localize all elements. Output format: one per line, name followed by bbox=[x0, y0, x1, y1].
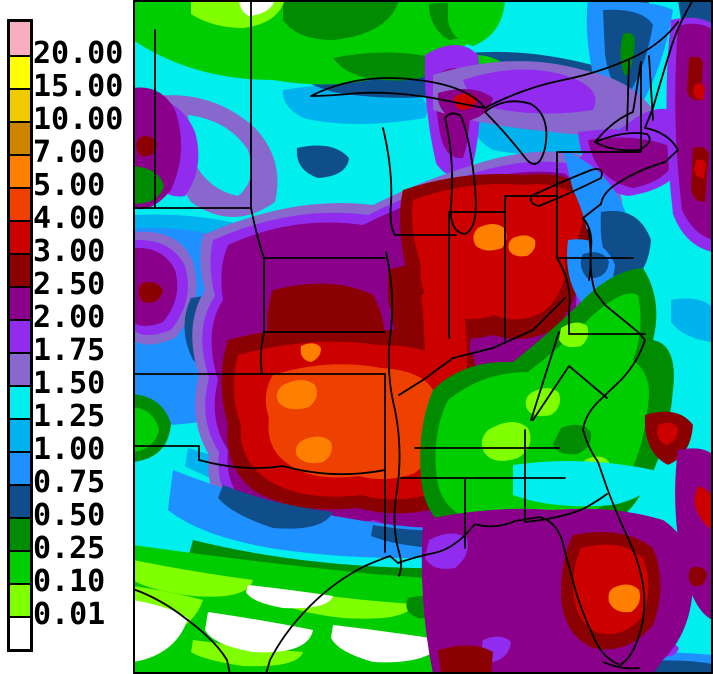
contour-band bbox=[191, 640, 303, 667]
legend-swatch-1.00 bbox=[10, 418, 30, 451]
region-texas-dry bbox=[246, 585, 333, 609]
legend-swatch-min bbox=[10, 616, 30, 649]
contour-band bbox=[694, 486, 713, 530]
state-borders-southeast bbox=[400, 331, 646, 549]
legend-swatch-2.00 bbox=[10, 286, 30, 319]
legend-label-10.00: 10.00 bbox=[33, 102, 124, 137]
contour-band bbox=[553, 424, 592, 455]
region-ohio-valley-3in bbox=[412, 184, 584, 320]
contour-band bbox=[300, 343, 321, 362]
map-frame bbox=[133, 0, 713, 674]
legend-swatch-5.00 bbox=[10, 154, 30, 187]
contour-band bbox=[283, 0, 399, 40]
contour-band bbox=[694, 159, 706, 178]
contour-band bbox=[239, 0, 275, 16]
rio-grande bbox=[133, 588, 231, 674]
contour-band bbox=[448, 0, 505, 46]
chesapeake-bay bbox=[587, 229, 592, 281]
legend-swatch-0.25 bbox=[10, 517, 30, 550]
contour-band bbox=[588, 137, 678, 188]
contour-band bbox=[513, 461, 654, 507]
legend-swatch-1.75 bbox=[10, 319, 30, 352]
region-oklahoma-4in bbox=[265, 364, 436, 480]
legend-label-5.00: 5.00 bbox=[33, 168, 106, 203]
region-texas-dry bbox=[133, 600, 188, 662]
legend-label-15.00: 15.00 bbox=[33, 69, 124, 104]
legend-swatch-1.50 bbox=[10, 352, 30, 385]
precip-map-svg bbox=[133, 0, 713, 674]
region-oklahoma-5in bbox=[295, 436, 332, 464]
contour-band bbox=[657, 422, 678, 445]
legend-swatch-0.75 bbox=[10, 451, 30, 484]
legend-label-0.01: 0.01 bbox=[33, 597, 106, 632]
contour-band bbox=[133, 560, 253, 597]
mississippi-river bbox=[385, 251, 402, 577]
contour-band bbox=[481, 421, 531, 461]
atlantic-gulf-coastline bbox=[265, 0, 694, 674]
legend-label-2.00: 2.00 bbox=[33, 300, 106, 335]
legend-scale bbox=[7, 19, 33, 652]
region-texas-dry bbox=[205, 612, 313, 653]
legend-swatch-7.00 bbox=[10, 121, 30, 154]
contour-band bbox=[620, 32, 635, 76]
ohio-river bbox=[398, 297, 566, 396]
legend-label-1.75: 1.75 bbox=[33, 333, 106, 368]
legend-label-20.00: 20.00 bbox=[33, 36, 124, 71]
contour-band bbox=[296, 145, 349, 178]
legend-label-0.50: 0.50 bbox=[33, 498, 106, 533]
map-canvas bbox=[133, 0, 713, 674]
legend-label-0.25: 0.25 bbox=[33, 531, 106, 566]
legend-swatch-2.50 bbox=[10, 253, 30, 286]
legend-label-0.10: 0.10 bbox=[33, 564, 106, 599]
contour-band bbox=[133, 407, 159, 452]
legend-swatch-0.50 bbox=[10, 484, 30, 517]
contour-band bbox=[133, 166, 164, 204]
region-gulf-dry bbox=[331, 625, 443, 663]
contour-band bbox=[218, 485, 333, 529]
contour-band bbox=[671, 298, 711, 342]
legend-label-0.75: 0.75 bbox=[33, 465, 106, 500]
legend-label-7.00: 7.00 bbox=[33, 135, 106, 170]
contour-band bbox=[438, 645, 493, 674]
legend-swatch-0.10 bbox=[10, 550, 30, 583]
contour-band bbox=[693, 83, 705, 100]
region-florida-5in bbox=[608, 584, 640, 613]
legend-swatch-3.00 bbox=[10, 220, 30, 253]
legend-label-1.25: 1.25 bbox=[33, 399, 106, 434]
contour-band bbox=[138, 282, 163, 303]
legend-swatch-10.00 bbox=[10, 88, 30, 121]
region-oklahoma-5in bbox=[276, 380, 317, 410]
great-lakes bbox=[310, 77, 651, 235]
legend-swatch-1.25 bbox=[10, 385, 30, 418]
legend-swatch-0.01 bbox=[10, 583, 30, 616]
region-ohio-5in bbox=[473, 224, 507, 251]
legend-panel: 20.00 15.00 10.00 7.00 5.00 4.00 3.00 2.50 2.00 1… bbox=[0, 0, 133, 674]
legend-swatch-20.00 bbox=[10, 22, 30, 55]
contour-band bbox=[136, 136, 157, 157]
boundary-layer bbox=[133, 0, 713, 674]
legend-label-4.00: 4.00 bbox=[33, 201, 106, 236]
legend-swatch-15.00 bbox=[10, 55, 30, 88]
legend-label-1.50: 1.50 bbox=[33, 366, 106, 401]
region-ohio-5in bbox=[508, 235, 536, 257]
state-borders-northeast bbox=[556, 55, 654, 335]
florida-keys bbox=[602, 661, 640, 670]
contour-band bbox=[688, 566, 707, 587]
legend-swatch-4.00 bbox=[10, 187, 30, 220]
canada-border bbox=[484, 21, 679, 109]
legend-label-3.00: 3.00 bbox=[33, 234, 106, 269]
contour-fill-layer bbox=[133, 0, 713, 674]
legend-label-2.50: 2.50 bbox=[33, 267, 106, 302]
legend-label-1.00: 1.00 bbox=[33, 432, 106, 467]
state-borders-south-plains bbox=[133, 331, 386, 553]
contour-band bbox=[188, 115, 252, 196]
contour-band bbox=[333, 52, 443, 81]
